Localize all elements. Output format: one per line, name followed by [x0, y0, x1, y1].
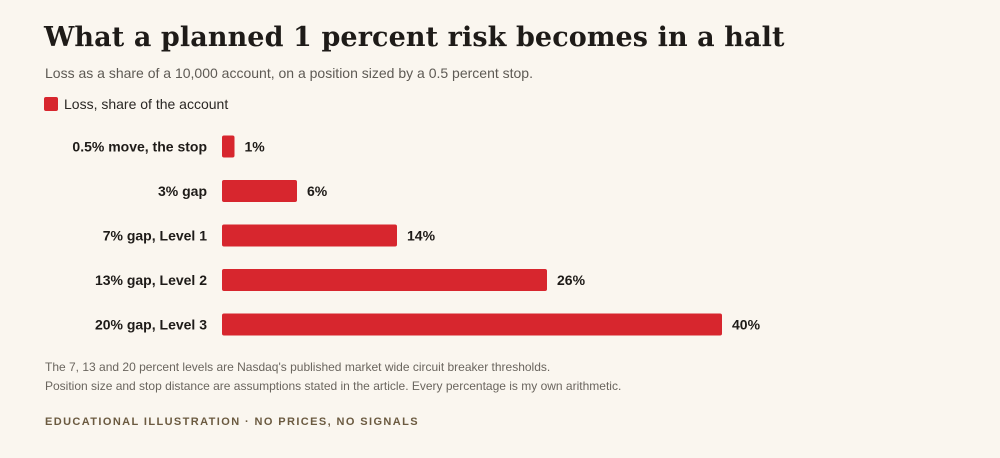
category-label-13-gap-level-2: 13% gap, Level 2: [95, 272, 207, 288]
value-label-3-gap: 6%: [307, 183, 328, 199]
value-label-20-gap-level-3: 40%: [732, 317, 761, 333]
bar-3-gap: [222, 180, 297, 202]
bar-7-gap-level-1: [222, 224, 397, 247]
footnote-source: The 7, 13 and 20 percent levels are Nasd…: [45, 360, 551, 374]
legend-swatch: [44, 97, 58, 111]
legend-label: Loss, share of the account: [64, 96, 229, 112]
disclaimer-kicker: EDUCATIONAL ILLUSTRATION · NO PRICES, NO…: [45, 416, 419, 428]
legend: Loss, share of the account: [44, 96, 228, 112]
category-label-0-5-move-the-stop: 0.5% move, the stop: [72, 139, 207, 155]
category-label-20-gap-level-3: 20% gap, Level 3: [95, 317, 207, 333]
bar-0-5-move-the-stop: [222, 135, 235, 158]
value-label-7-gap-level-1: 14%: [407, 228, 436, 244]
bar-13-gap-level-2: [222, 269, 547, 291]
bar-20-gap-level-3: [222, 313, 722, 336]
category-label-7-gap-level-1: 7% gap, Level 1: [103, 228, 207, 244]
chart-subtitle: Loss as a share of a 10,000 account, on …: [45, 65, 533, 81]
value-label-13-gap-level-2: 26%: [557, 272, 586, 288]
footnote-assumptions: Position size and stop distance are assu…: [45, 379, 622, 393]
chart-title: What a planned 1 percent risk becomes in…: [44, 22, 785, 53]
category-label-3-gap: 3% gap: [158, 183, 207, 199]
bar-chart: 0.5% move, the stop 1% 3% gap 6% 7% gap, Lev…: [72, 135, 761, 336]
value-label-0-5-move-the-stop: 1%: [245, 139, 266, 155]
